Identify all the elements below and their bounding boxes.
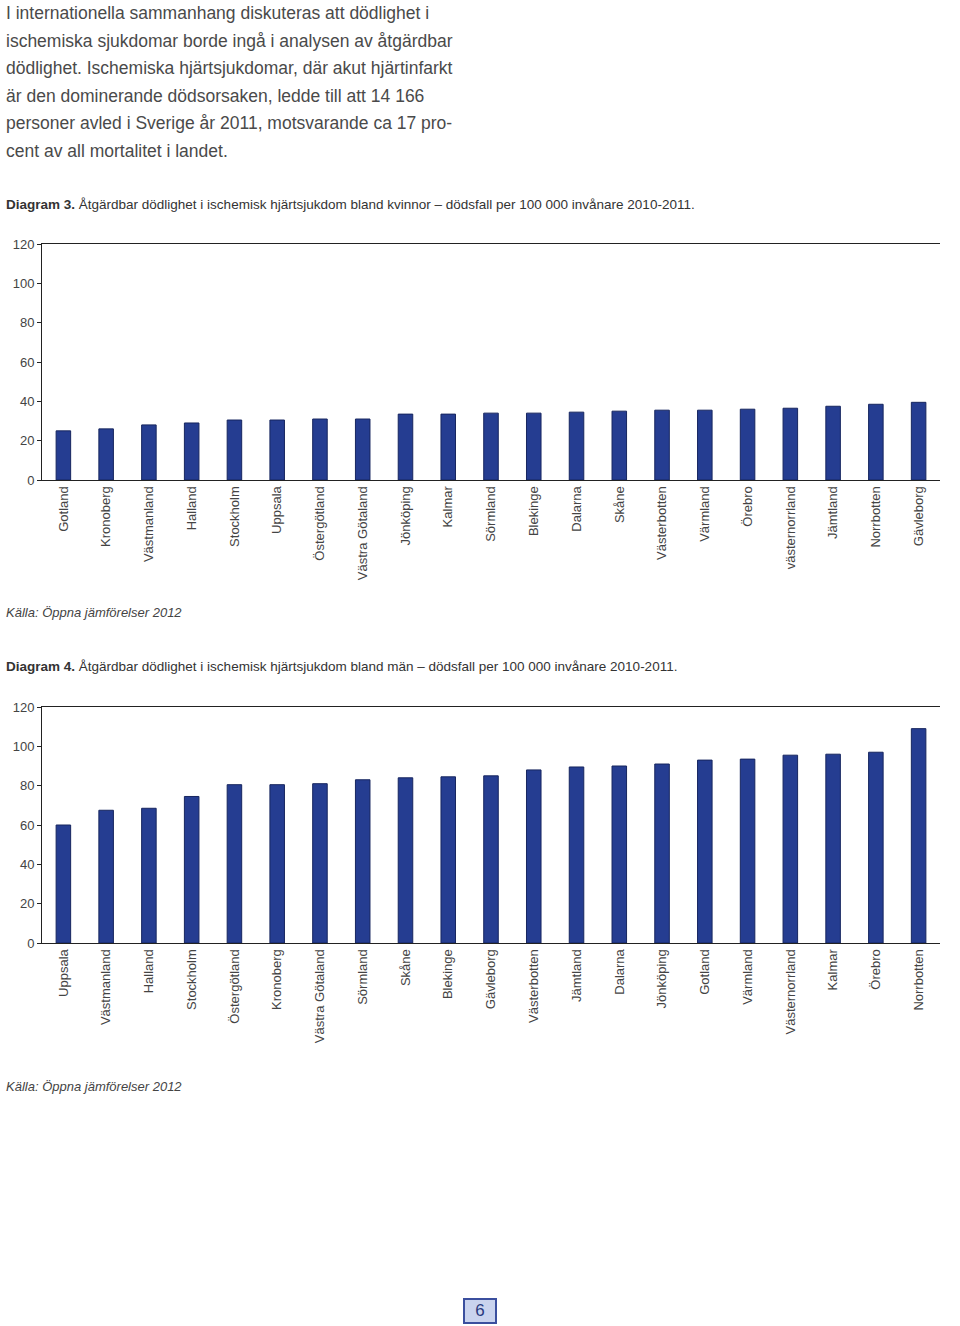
- svg-text:Kalmar: Kalmar: [440, 486, 455, 528]
- html-text:dödlighet. Ischemiska hjärtsju: dödlighet. Ischemiska hjärtsjukdomar, dä…: [6, 58, 453, 78]
- html-text:är den dominerande dödsorsaken: är den dominerande dödsorsaken, ledde ti…: [6, 85, 425, 106]
- svg-text:100: 100: [13, 276, 35, 291]
- html-text:Diagram 4. Åtgärdbar dödlighet: Diagram 4. Åtgärdbar dödlighet i ischemi…: [6, 659, 678, 674]
- svg-text:Stockholm: Stockholm: [227, 486, 242, 547]
- svg-text:Uppsala: Uppsala: [269, 485, 284, 533]
- svg-text:Skåne: Skåne: [398, 949, 413, 986]
- svg-text:20: 20: [20, 896, 34, 911]
- svg-text:Gävleborg: Gävleborg: [483, 949, 498, 1009]
- svg-text:Västra Götaland: Västra Götaland: [355, 486, 370, 580]
- svg-text:60: 60: [20, 355, 34, 370]
- svg-text:Sörmland: Sörmland: [483, 486, 498, 542]
- svg-text:Sörmland: Sörmland: [355, 949, 370, 1005]
- svg-text:60: 60: [20, 818, 34, 833]
- html-text:Källa: Öppna jämförelser 2012: Källa: Öppna jämförelser 2012: [6, 605, 182, 620]
- svg-text:Stockholm: Stockholm: [184, 949, 199, 1010]
- html-text:ischemiska sjukdomar borde ing: ischemiska sjukdomar borde ingå i analys…: [6, 30, 453, 51]
- svg-text:Skåne: Skåne: [612, 486, 627, 523]
- svg-text:40: 40: [20, 394, 34, 409]
- svg-text:Östergötland: Östergötland: [312, 486, 327, 560]
- svg-text:Uppsala: Uppsala: [56, 948, 71, 996]
- svg-text:Värmland: Värmland: [740, 949, 755, 1005]
- svg-text:Gotland: Gotland: [56, 486, 71, 532]
- html-text:Diagram 3. Åtgärdbar dödlighet: Diagram 3. Åtgärdbar dödlighet i ischemi…: [6, 197, 695, 212]
- svg-text:120: 120: [13, 700, 35, 715]
- svg-text:Norrbotten: Norrbotten: [911, 949, 926, 1010]
- html-text:6: 6: [475, 1301, 485, 1320]
- html-text:cent av all mortalitet i lande: cent av all mortalitet i landet.: [6, 140, 228, 161]
- svg-text:100: 100: [13, 739, 35, 754]
- svg-text:Örebro: Örebro: [868, 949, 883, 989]
- svg-text:Västmanland: Västmanland: [98, 949, 113, 1025]
- svg-text:40: 40: [20, 857, 34, 872]
- svg-text:Dalarna: Dalarna: [612, 948, 627, 994]
- svg-text:Blekinge: Blekinge: [526, 486, 541, 536]
- svg-text:20: 20: [20, 433, 34, 448]
- svg-text:Jönköping: Jönköping: [398, 486, 413, 545]
- html-text:Källa: Öppna jämförelser 2012: Källa: Öppna jämförelser 2012: [6, 1079, 182, 1094]
- svg-text:Kronoberg: Kronoberg: [269, 949, 284, 1010]
- svg-text:Kronoberg: Kronoberg: [98, 486, 113, 547]
- svg-text:Kalmar: Kalmar: [825, 949, 840, 991]
- svg-text:Dalarna: Dalarna: [569, 485, 584, 531]
- svg-text:Västmanland: Västmanland: [141, 486, 156, 562]
- svg-text:Västerbotten: Västerbotten: [526, 949, 541, 1023]
- svg-text:Örebro: Örebro: [740, 486, 755, 526]
- svg-text:Halland: Halland: [184, 486, 199, 530]
- svg-text:Jämtland: Jämtland: [569, 949, 584, 1002]
- svg-text:80: 80: [20, 315, 34, 330]
- svg-text:120: 120: [13, 237, 35, 252]
- svg-text:Blekinge: Blekinge: [440, 949, 455, 999]
- svg-text:80: 80: [20, 778, 34, 793]
- svg-text:Värmland: Värmland: [697, 486, 712, 542]
- svg-text:0: 0: [27, 473, 34, 488]
- svg-text:Norrbotten: Norrbotten: [868, 486, 883, 547]
- svg-text:Jönköping: Jönköping: [654, 949, 669, 1008]
- svg-text:Västerbotten: Västerbotten: [654, 486, 669, 560]
- svg-text:Halland: Halland: [141, 949, 156, 993]
- svg-text:Östergötland: Östergötland: [227, 949, 242, 1023]
- svg-text:Västra Götaland: Västra Götaland: [312, 949, 327, 1043]
- html-text:I internationella sammanhang d: I internationella sammanhang diskuteras …: [6, 3, 430, 23]
- svg-text:västernorrland: västernorrland: [783, 486, 798, 569]
- svg-text:Västernorrland: Västernorrland: [783, 949, 798, 1034]
- svg-text:0: 0: [27, 936, 34, 951]
- svg-text:Gävleborg: Gävleborg: [911, 486, 926, 546]
- svg-text:Jämtland: Jämtland: [825, 486, 840, 539]
- html-text:personer avled i Sverige år 20: personer avled i Sverige år 2011, motsva…: [6, 113, 453, 133]
- svg-text:Gotland: Gotland: [697, 949, 712, 995]
